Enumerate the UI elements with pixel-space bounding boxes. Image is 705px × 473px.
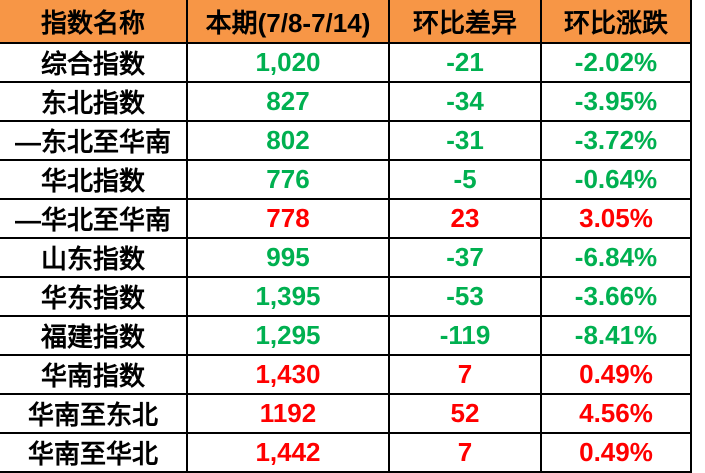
pct-change-cell: -8.41%: [540, 315, 692, 356]
col-header-current-period: 本期(7/8-7/14): [186, 0, 390, 44]
pct-change-cell: -6.84%: [540, 237, 692, 278]
diff-value-cell: -34: [388, 81, 542, 122]
header-row: 指数名称 本期(7/8-7/14) 环比差异 环比涨跌: [0, 0, 692, 44]
index-name-cell: —华北至华南: [0, 198, 188, 239]
pct-change-cell: 0.49%: [540, 354, 692, 395]
pct-change-cell: -3.95%: [540, 81, 692, 122]
diff-value-cell: 52: [388, 393, 542, 434]
current-value-cell: 1,442: [186, 432, 390, 473]
current-value-cell: 827: [186, 81, 390, 122]
current-value-cell: 802: [186, 120, 390, 161]
pct-change-cell: 3.05%: [540, 198, 692, 239]
table-row: 华南至东北 1192 52 4.56%: [0, 393, 692, 434]
index-name-cell: 华南至东北: [0, 393, 188, 434]
table-body: 综合指数 1,020 -21 -2.02% 东北指数 827 -34 -3.95% —东北至华南…: [0, 42, 692, 473]
pct-change-cell: 0.49%: [540, 432, 692, 473]
pct-change-cell: -0.64%: [540, 159, 692, 200]
table-row: 东北指数 827 -34 -3.95%: [0, 81, 692, 122]
current-value-cell: 995: [186, 237, 390, 278]
index-name-cell: 华北指数: [0, 159, 188, 200]
col-header-diff: 环比差异: [388, 0, 542, 44]
index-name-cell: 华东指数: [0, 276, 188, 317]
index-name-cell: 华南至华北: [0, 432, 188, 473]
table-row: 综合指数 1,020 -21 -2.02%: [0, 42, 692, 83]
current-value-cell: 1192: [186, 393, 390, 434]
table-row: 华北指数 776 -5 -0.64%: [0, 159, 692, 200]
table-row: 华南指数 1,430 7 0.49%: [0, 354, 692, 395]
current-value-cell: 1,395: [186, 276, 390, 317]
table-row: 华东指数 1,395 -53 -3.66%: [0, 276, 692, 317]
index-name-cell: 东北指数: [0, 81, 188, 122]
index-name-cell: 福建指数: [0, 315, 188, 356]
diff-value-cell: -31: [388, 120, 542, 161]
pct-change-cell: -2.02%: [540, 42, 692, 83]
diff-value-cell: -119: [388, 315, 542, 356]
diff-value-cell: -5: [388, 159, 542, 200]
index-name-cell: 华南指数: [0, 354, 188, 395]
diff-value-cell: 23: [388, 198, 542, 239]
pct-change-cell: -3.72%: [540, 120, 692, 161]
col-header-pct-change: 环比涨跌: [540, 0, 692, 44]
index-name-cell: 综合指数: [0, 42, 188, 83]
current-value-cell: 1,430: [186, 354, 390, 395]
table-row: 福建指数 1,295 -119 -8.41%: [0, 315, 692, 356]
table-row: —东北至华南 802 -31 -3.72%: [0, 120, 692, 161]
diff-value-cell: 7: [388, 432, 542, 473]
diff-value-cell: 7: [388, 354, 542, 395]
table-row: 华南至华北 1,442 7 0.49%: [0, 432, 692, 473]
index-name-cell: 山东指数: [0, 237, 188, 278]
index-name-cell: —东北至华南: [0, 120, 188, 161]
current-value-cell: 776: [186, 159, 390, 200]
diff-value-cell: -21: [388, 42, 542, 83]
pct-change-cell: 4.56%: [540, 393, 692, 434]
pct-change-cell: -3.66%: [540, 276, 692, 317]
table-row: —华北至华南 778 23 3.05%: [0, 198, 692, 239]
diff-value-cell: -37: [388, 237, 542, 278]
table-row: 山东指数 995 -37 -6.84%: [0, 237, 692, 278]
current-value-cell: 1,295: [186, 315, 390, 356]
current-value-cell: 778: [186, 198, 390, 239]
current-value-cell: 1,020: [186, 42, 390, 83]
col-header-index-name: 指数名称: [0, 0, 188, 44]
diff-value-cell: -53: [388, 276, 542, 317]
